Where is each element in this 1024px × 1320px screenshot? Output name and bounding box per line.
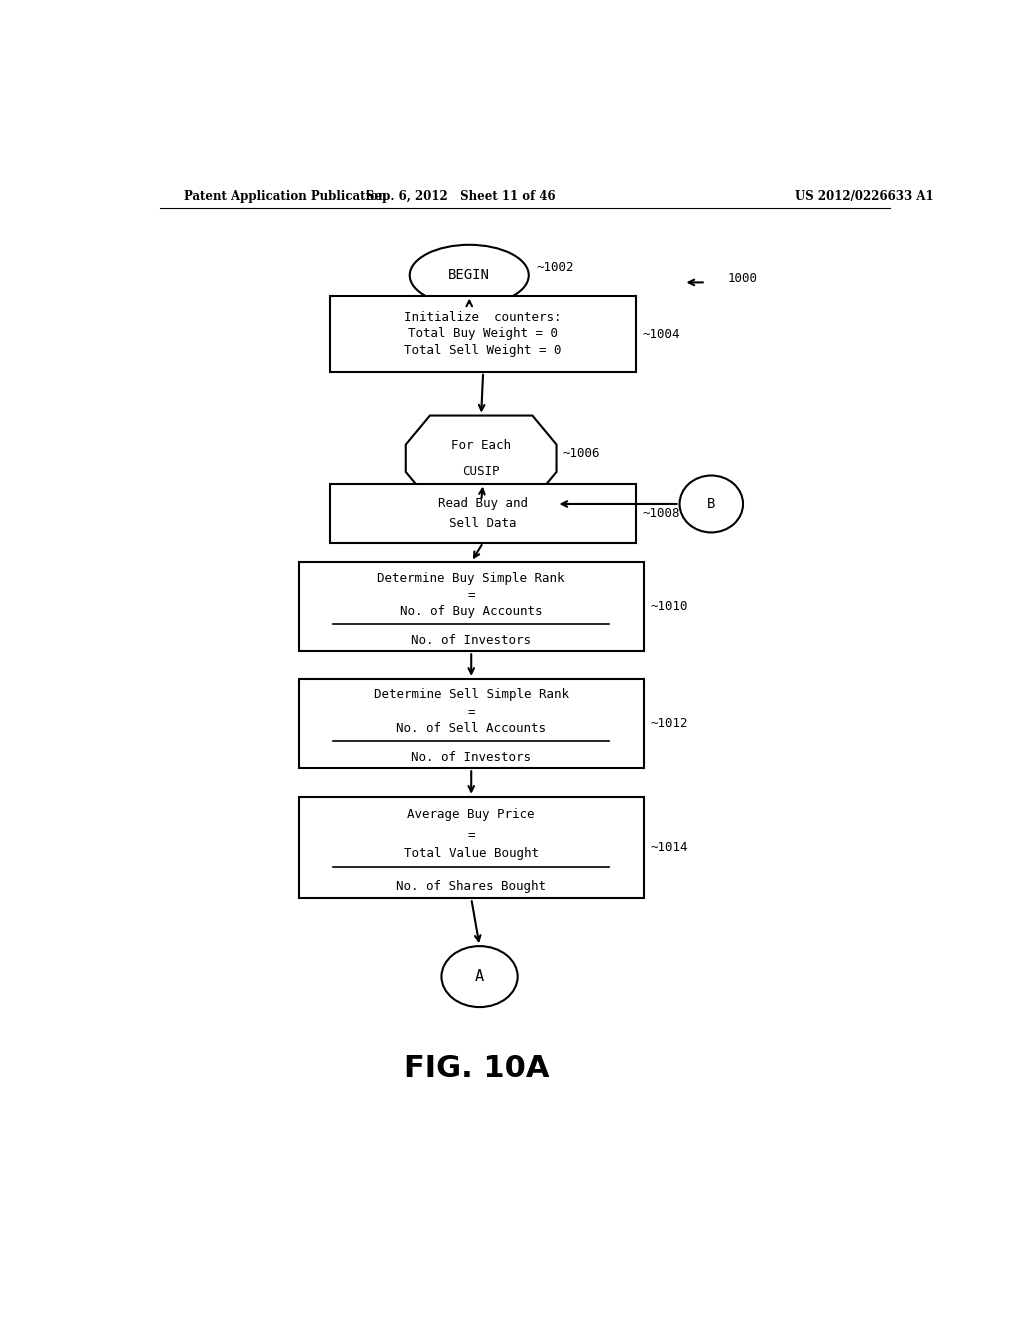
Text: =: = xyxy=(468,829,475,842)
Text: No. of Sell Accounts: No. of Sell Accounts xyxy=(396,722,546,735)
Text: Total Value Bought: Total Value Bought xyxy=(403,847,539,861)
Text: Sep. 6, 2012   Sheet 11 of 46: Sep. 6, 2012 Sheet 11 of 46 xyxy=(367,190,556,202)
Text: ~1006: ~1006 xyxy=(563,446,600,459)
Text: A: A xyxy=(475,969,484,985)
Text: =: = xyxy=(468,706,475,719)
Text: Determine Sell Simple Rank: Determine Sell Simple Rank xyxy=(374,689,568,701)
Text: ~1002: ~1002 xyxy=(537,260,574,273)
Text: ~1004: ~1004 xyxy=(642,327,680,341)
Text: BEGIN: BEGIN xyxy=(449,268,490,282)
Ellipse shape xyxy=(410,244,528,306)
Text: ~1010: ~1010 xyxy=(650,601,688,612)
Text: ~1012: ~1012 xyxy=(650,717,688,730)
Text: For Each: For Each xyxy=(452,440,511,451)
Text: No. of Shares Bought: No. of Shares Bought xyxy=(396,879,546,892)
Ellipse shape xyxy=(441,946,518,1007)
Text: Total Buy Weight = 0: Total Buy Weight = 0 xyxy=(409,327,558,341)
Text: CUSIP: CUSIP xyxy=(463,465,500,478)
Text: ~1014: ~1014 xyxy=(650,841,688,854)
Bar xyxy=(331,296,636,372)
Text: No. of Investors: No. of Investors xyxy=(412,751,531,764)
Text: No. of Buy Accounts: No. of Buy Accounts xyxy=(400,606,543,619)
Text: 1000: 1000 xyxy=(727,272,757,285)
Bar xyxy=(299,678,644,768)
Text: FIG. 10A: FIG. 10A xyxy=(404,1053,550,1082)
Text: Determine Buy Simple Rank: Determine Buy Simple Rank xyxy=(378,572,565,585)
Polygon shape xyxy=(406,416,557,500)
Text: B: B xyxy=(708,496,716,511)
Bar xyxy=(299,797,644,899)
Text: ~1008: ~1008 xyxy=(642,507,680,520)
Text: No. of Investors: No. of Investors xyxy=(412,634,531,647)
Bar xyxy=(331,483,636,543)
Text: Sell Data: Sell Data xyxy=(450,516,517,529)
Text: Average Buy Price: Average Buy Price xyxy=(408,808,535,821)
Text: =: = xyxy=(468,590,475,602)
Text: Total Sell Weight = 0: Total Sell Weight = 0 xyxy=(404,343,562,356)
Text: Initialize  counters:: Initialize counters: xyxy=(404,312,562,323)
Text: US 2012/0226633 A1: US 2012/0226633 A1 xyxy=(795,190,933,202)
Ellipse shape xyxy=(680,475,743,532)
Bar xyxy=(299,562,644,651)
Text: Patent Application Publication: Patent Application Publication xyxy=(183,190,386,202)
Text: Read Buy and: Read Buy and xyxy=(438,496,528,510)
